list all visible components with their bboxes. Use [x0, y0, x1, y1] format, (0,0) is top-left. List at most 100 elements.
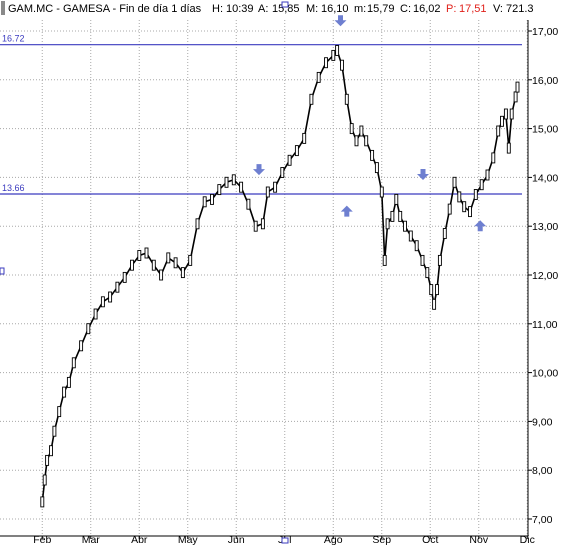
chart-header: GAM.MC - GAMESA - Fin de día 1 días H: 1…: [1, 1, 534, 15]
price-candle: [52, 425, 57, 437]
header-mn-value: 15,79: [367, 3, 395, 15]
price-candle: [115, 281, 120, 293]
price-candle: [253, 220, 258, 232]
price-candle: [432, 298, 437, 310]
price-candle: [340, 59, 344, 71]
price-candle: [210, 193, 214, 205]
y-tick-label: 15,00: [532, 124, 558, 136]
header-m-value: 16,10: [321, 3, 349, 15]
price-candle: [462, 201, 467, 213]
price-candle: [93, 308, 98, 320]
price-candle: [425, 267, 430, 279]
price-candle: [57, 406, 62, 418]
price-candle: [513, 91, 518, 103]
price-candle: [473, 189, 478, 200]
header-p-label: P:: [446, 3, 456, 15]
arrow-up-icon: [474, 220, 487, 232]
price-candle: [246, 198, 251, 210]
level-label: 16.72: [2, 34, 25, 44]
price-candle: [359, 125, 364, 137]
price-candle: [49, 445, 53, 457]
header-h-label: H:: [212, 3, 223, 15]
header-symbol: GAM.MC - GAMESA - Fin de día 1 días: [8, 3, 202, 15]
price-candle: [437, 254, 442, 266]
price-candle: [166, 252, 171, 264]
price-candle: [420, 254, 425, 266]
price-candle: [173, 257, 178, 269]
price-candle: [491, 152, 496, 164]
price-candle: [379, 186, 384, 198]
price-candle: [137, 250, 142, 261]
price-candle: [374, 162, 379, 174]
price-candle: [435, 284, 439, 296]
price-candle: [414, 240, 419, 252]
price-candle: [45, 454, 50, 466]
y-tick-label: 11,00: [532, 319, 558, 331]
top-scroll-handle[interactable]: [281, 1, 289, 8]
price-candle: [429, 284, 434, 296]
chart-frame: [0, 1, 529, 544]
x-tick-label: Dic: [520, 534, 535, 545]
price-candle: [408, 230, 413, 242]
header-a-value: 15,85: [272, 3, 300, 15]
header-marker: [1, 1, 5, 15]
header-c-label: C:: [400, 3, 411, 15]
y-tick-label: 10,00: [532, 368, 558, 380]
price-candle: [316, 71, 321, 83]
price-candle: [195, 218, 200, 230]
price-candle: [180, 267, 185, 279]
price-candle: [66, 376, 71, 388]
price-candle: [509, 108, 514, 120]
price-candle: [390, 210, 395, 222]
x-tick-label: Ago: [324, 534, 343, 545]
price-candle: [144, 247, 149, 259]
price-candle: [40, 496, 45, 508]
header-m-label: M:: [306, 3, 318, 15]
y-tick-label: 9,00: [532, 416, 553, 428]
price-candle: [442, 228, 447, 239]
price-candle: [324, 57, 328, 69]
price-candle: [231, 174, 236, 186]
left-scroll-handle[interactable]: [0, 267, 5, 275]
x-tick-label: Oct: [422, 534, 438, 545]
x-tick-label: Mar: [82, 534, 101, 545]
price-candle: [385, 218, 390, 230]
price-candle: [331, 49, 336, 61]
price-candle: [457, 191, 462, 203]
x-tick-label: Abr: [131, 534, 148, 545]
price-candle: [188, 254, 193, 266]
price-candle: [100, 296, 105, 308]
header-a-label: A:: [258, 3, 268, 15]
y-tick-label: 13,00: [532, 221, 558, 233]
y-tick-label: 14,00: [532, 172, 558, 184]
x-tick-label: Nov: [469, 534, 488, 545]
price-candle: [354, 135, 359, 147]
header-h-value: 10:39: [226, 3, 254, 15]
y-tick-label: 8,00: [532, 465, 553, 477]
bottom-scroll-handle[interactable]: [281, 537, 289, 544]
x-tick-label: Jun: [228, 534, 245, 545]
y-tick-label: 12,00: [532, 270, 558, 282]
price-candle: [452, 176, 457, 188]
y-tick-label: 7,00: [532, 514, 553, 526]
price-candle: [515, 81, 520, 93]
price-candle: [280, 167, 285, 178]
arrow-down-icon: [417, 169, 429, 180]
price-candle: [273, 181, 278, 193]
price-candle: [151, 259, 156, 271]
price-candle: [503, 108, 508, 120]
price-candle: [287, 154, 292, 166]
price-candle: [202, 196, 207, 208]
price-candle: [130, 259, 134, 271]
header-c-value: 16,02: [413, 3, 441, 15]
price-candle: [468, 206, 472, 218]
price-candle: [496, 125, 501, 137]
price-candle: [71, 357, 76, 369]
price-candle: [265, 186, 270, 198]
x-tick-label: Feb: [33, 534, 51, 545]
price-candle: [86, 323, 91, 335]
price-candle: [302, 132, 307, 144]
x-tick-label: May: [178, 534, 199, 545]
